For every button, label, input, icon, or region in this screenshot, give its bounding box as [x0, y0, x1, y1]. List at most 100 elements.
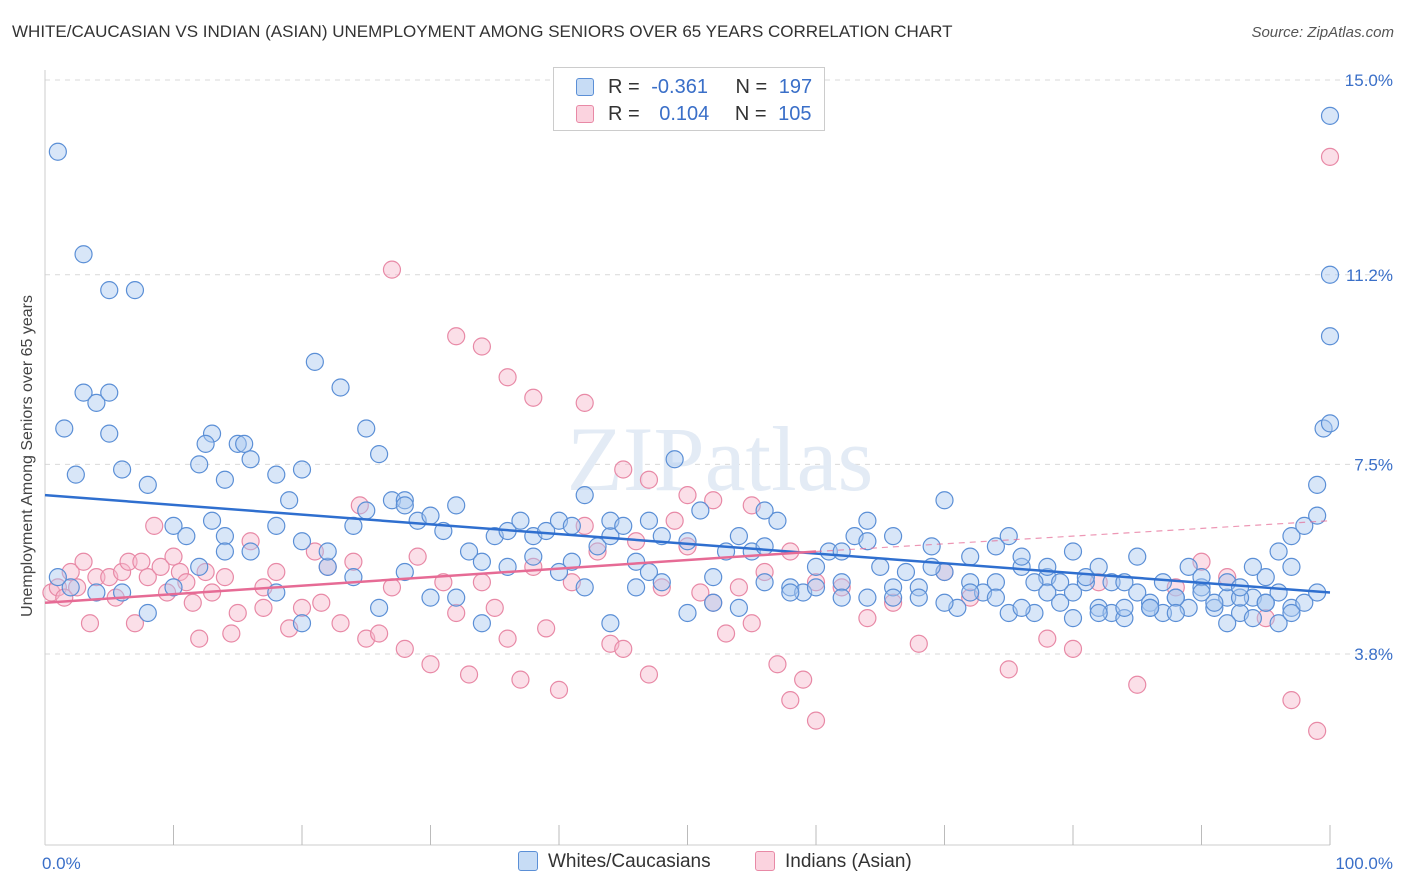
indian-point	[498, 629, 517, 648]
indian-point	[395, 639, 414, 658]
white-point	[1205, 593, 1224, 612]
white-point	[549, 562, 569, 582]
indian-point	[614, 460, 633, 479]
white-point	[87, 393, 106, 412]
white-point	[729, 598, 749, 617]
indian-point	[68, 578, 87, 597]
white-point	[48, 142, 67, 161]
indian-point	[170, 562, 190, 582]
white-point	[832, 588, 851, 607]
white-point	[235, 434, 254, 453]
white-point	[292, 614, 312, 633]
indian-point	[80, 614, 100, 633]
indian-point	[151, 557, 170, 576]
white-point	[1153, 573, 1173, 592]
indian-point	[119, 552, 138, 571]
trendlines	[44, 493, 1331, 604]
white-point	[190, 557, 209, 576]
white-point	[66, 465, 85, 484]
white-point	[678, 532, 697, 551]
white-point	[459, 542, 479, 561]
indian-point	[228, 603, 247, 623]
white-point	[1128, 547, 1147, 566]
white-point	[832, 573, 851, 592]
indian-point	[794, 670, 813, 689]
indian-point	[1320, 147, 1340, 166]
white-point	[177, 527, 196, 546]
r-label: R =	[608, 103, 640, 125]
white-point	[806, 578, 826, 597]
white-point	[755, 537, 774, 556]
indian-point	[331, 614, 350, 633]
white-point	[1282, 603, 1301, 623]
watermark: ZIPatlas	[567, 408, 874, 510]
white-point	[1166, 603, 1185, 623]
white-point	[357, 501, 376, 520]
indian-point	[883, 593, 903, 612]
white-point	[1192, 583, 1211, 602]
white-point	[370, 445, 389, 464]
indian-point	[305, 542, 324, 561]
white-point	[100, 383, 119, 402]
white-point	[292, 460, 312, 479]
white-point	[1089, 603, 1108, 623]
y-tick-label: 3.8%	[1354, 645, 1393, 664]
legend-item-indians[interactable]: Indians (Asian)	[755, 851, 912, 873]
indian-point	[704, 491, 723, 510]
n-value: 197	[778, 76, 813, 98]
white-point	[781, 583, 800, 602]
white-point	[1063, 609, 1083, 628]
white-point	[755, 501, 774, 520]
white-point	[1063, 542, 1083, 561]
indian-point	[1128, 675, 1147, 694]
white-point	[858, 511, 877, 530]
white-point	[909, 588, 928, 607]
indian-point	[434, 573, 453, 592]
white-point	[1256, 593, 1275, 612]
indian-point	[806, 573, 826, 592]
r-value: 0.104	[659, 103, 710, 125]
white-point	[164, 516, 183, 535]
white-point	[639, 511, 659, 530]
indian-point	[858, 609, 877, 628]
white-point	[215, 542, 234, 561]
blue-swatch-icon	[518, 851, 538, 871]
white-point	[961, 583, 980, 602]
white-point	[421, 588, 440, 607]
white-point	[61, 578, 80, 597]
white-point	[1320, 106, 1340, 125]
indian-point	[716, 624, 736, 643]
white-point	[318, 542, 337, 561]
n-label: N =	[734, 103, 767, 125]
white-point	[704, 593, 723, 612]
indian-point	[382, 578, 402, 597]
indian-point	[742, 614, 761, 633]
white-point	[74, 245, 93, 264]
white-point	[883, 578, 903, 597]
white-point	[883, 588, 903, 607]
white-point	[267, 465, 286, 484]
indian-point	[292, 598, 312, 617]
indian-point	[511, 670, 530, 689]
indian-point	[537, 619, 556, 638]
indian-point	[768, 655, 787, 674]
white-point	[1295, 516, 1314, 535]
white-point	[909, 578, 928, 597]
r-label: R =	[608, 76, 640, 98]
white-point	[1128, 583, 1147, 602]
white-point	[55, 419, 74, 438]
legend-label: Whites/Caucasians	[548, 851, 711, 872]
indian-point	[806, 711, 826, 730]
white-point	[395, 496, 414, 515]
white-point	[1269, 614, 1288, 633]
white-point	[1102, 573, 1121, 592]
white-point	[1025, 573, 1044, 592]
indian-point	[729, 578, 749, 597]
indian-point	[222, 624, 241, 643]
legend-item-whites[interactable]: Whites/Caucasians	[518, 851, 711, 873]
white-point	[112, 460, 132, 479]
white-point	[729, 527, 749, 546]
white-point	[1140, 593, 1160, 612]
white-point	[1012, 598, 1031, 617]
white-point	[196, 434, 215, 453]
